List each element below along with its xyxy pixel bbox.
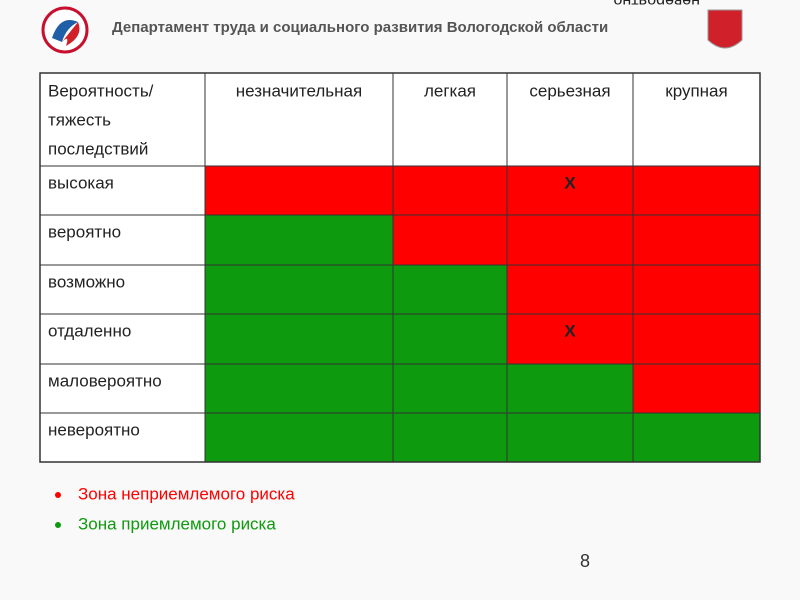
risk-cell — [633, 364, 760, 413]
risk-cell — [507, 215, 633, 265]
row-label: высокая — [48, 173, 114, 192]
risk-cell — [205, 364, 393, 413]
risk-cell — [507, 265, 633, 314]
risk-cell — [633, 166, 760, 215]
row-label: вероятно — [48, 222, 121, 241]
legend-bullet — [55, 492, 61, 498]
risk-cell — [393, 413, 507, 462]
risk-cell — [393, 364, 507, 413]
risk-cell — [393, 314, 507, 364]
legend-text: Зона приемлемого риска — [78, 514, 276, 533]
risk-cell — [507, 166, 633, 215]
legend: Зона неприемлемого риска Зона приемлемого… — [55, 484, 295, 533]
risk-cell — [633, 314, 760, 364]
risk-cell — [205, 166, 393, 215]
logo-shape — [52, 20, 78, 42]
risk-cell — [393, 215, 507, 265]
risk-cell — [205, 265, 393, 314]
risk-cell — [633, 413, 760, 462]
cell-mark: X — [564, 321, 576, 340]
header-cell: последствий — [48, 139, 148, 158]
header-cell: тяжесть — [48, 110, 111, 129]
row-label: отдаленно — [48, 321, 131, 340]
coat-of-arms — [707, 9, 743, 49]
risk-cell — [205, 215, 393, 265]
legend-text: Зона неприемлемого риска — [78, 484, 295, 503]
row-label: невероятно — [48, 420, 140, 439]
risk-cell — [205, 413, 393, 462]
table: Вероятность/тяжесть последствий незначител… — [39, 72, 761, 463]
risk-cell — [507, 413, 633, 462]
header-cell: легкая — [424, 81, 476, 100]
row-label: возможно — [48, 272, 125, 291]
corner-text: невероятно — [613, 0, 700, 9]
page-number: 8 — [580, 551, 590, 571]
logo-shape — [62, 22, 80, 46]
header-cell: серьезная — [529, 81, 610, 100]
table-border — [39, 72, 761, 463]
cell-mark: X — [564, 173, 576, 192]
header-cell: крупная — [665, 81, 727, 100]
header-cell: незначительная — [236, 81, 362, 100]
risk-cell — [205, 314, 393, 364]
risk-cell — [507, 364, 633, 413]
risk-cell — [393, 166, 507, 215]
row-label: маловероятно — [48, 371, 162, 390]
risk-cell — [507, 314, 633, 364]
risk-cell — [393, 265, 507, 314]
risk-cell — [633, 265, 760, 314]
header-cell: Вероятность/ — [48, 81, 154, 100]
legend-bullet — [55, 522, 61, 528]
risk-cell — [633, 215, 760, 265]
header-title: Департамент труда и социального развития… — [112, 19, 608, 36]
